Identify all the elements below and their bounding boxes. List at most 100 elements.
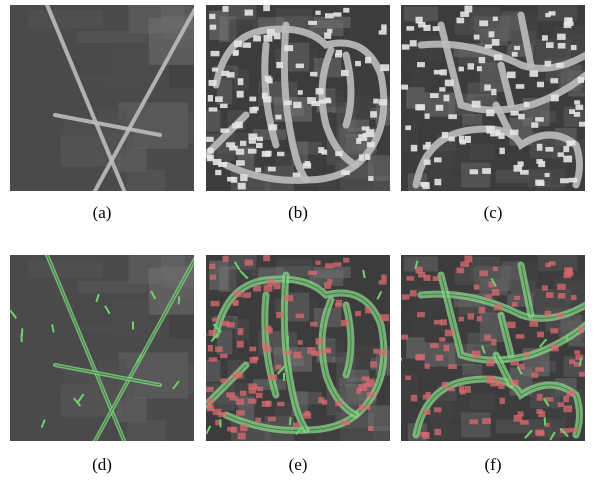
house xyxy=(236,160,245,166)
house xyxy=(488,281,495,288)
detection-segment xyxy=(40,419,46,428)
house xyxy=(514,45,520,51)
house xyxy=(308,20,317,25)
road-outline xyxy=(520,264,532,316)
house xyxy=(368,132,375,138)
house xyxy=(310,71,318,77)
detection-segment xyxy=(104,305,111,315)
house xyxy=(249,346,257,352)
road-outline xyxy=(94,259,194,441)
texture-patch xyxy=(126,419,166,441)
house xyxy=(365,306,372,314)
house xyxy=(335,49,343,55)
panel-caption: (e) xyxy=(289,455,308,474)
texture-patch xyxy=(461,162,491,188)
detection-segment xyxy=(542,397,550,407)
house xyxy=(538,160,546,168)
detection-segment xyxy=(565,333,569,343)
house xyxy=(334,303,342,308)
texture-patch xyxy=(379,127,390,143)
house xyxy=(507,321,516,329)
house xyxy=(220,103,228,109)
house xyxy=(242,42,251,48)
house xyxy=(293,101,302,109)
house xyxy=(341,420,350,425)
house xyxy=(255,142,263,149)
house xyxy=(263,5,270,12)
house xyxy=(247,148,257,154)
house xyxy=(444,329,454,337)
house xyxy=(295,63,304,69)
house xyxy=(292,422,301,428)
house xyxy=(292,172,301,178)
house xyxy=(263,346,272,353)
detection-segment xyxy=(210,332,219,342)
road xyxy=(497,61,515,109)
house xyxy=(229,395,238,401)
house xyxy=(358,154,364,161)
texture-patch xyxy=(223,255,257,270)
house xyxy=(456,267,465,274)
house xyxy=(491,338,497,346)
house xyxy=(208,329,217,336)
house xyxy=(380,64,390,72)
house xyxy=(315,338,324,345)
house xyxy=(557,33,566,40)
image-content xyxy=(10,255,194,441)
house xyxy=(237,328,244,336)
house xyxy=(488,31,495,38)
house xyxy=(366,392,375,398)
house xyxy=(423,159,431,165)
house xyxy=(515,84,525,89)
house xyxy=(208,79,217,86)
texture-patch xyxy=(424,342,456,367)
house xyxy=(248,387,256,394)
texture-patch xyxy=(551,405,568,435)
detection-segment xyxy=(505,378,511,388)
texture-patch xyxy=(309,269,344,286)
house xyxy=(343,257,350,263)
house xyxy=(235,121,243,129)
texture-patch xyxy=(77,280,148,294)
texture-patch xyxy=(206,110,221,132)
house xyxy=(218,161,228,167)
house xyxy=(237,78,244,86)
house xyxy=(370,111,377,118)
house xyxy=(484,294,493,299)
house xyxy=(464,135,471,143)
detection-segment xyxy=(294,425,304,436)
house xyxy=(401,334,408,340)
panel-caption: (d) xyxy=(92,455,112,474)
house xyxy=(267,416,276,422)
house xyxy=(573,361,581,367)
house xyxy=(261,342,268,349)
house xyxy=(545,12,551,18)
house xyxy=(535,117,544,122)
house xyxy=(355,60,361,67)
house xyxy=(255,167,262,173)
texture-patch xyxy=(286,355,304,366)
house xyxy=(215,96,223,103)
house xyxy=(209,263,216,270)
house xyxy=(211,317,219,322)
house xyxy=(248,383,258,390)
house xyxy=(318,397,325,404)
house xyxy=(209,13,216,20)
house xyxy=(368,176,374,181)
house xyxy=(458,316,464,322)
image-panel xyxy=(10,5,194,191)
house xyxy=(536,81,544,88)
road-outline xyxy=(500,314,512,356)
house xyxy=(484,84,491,91)
house xyxy=(295,313,304,319)
house xyxy=(509,129,519,136)
texture-patch xyxy=(461,412,491,438)
house xyxy=(236,90,244,98)
house xyxy=(365,56,372,64)
texture-patch xyxy=(107,60,143,86)
house xyxy=(297,340,303,345)
house xyxy=(283,350,292,356)
house xyxy=(570,44,577,51)
panel-caption: (a) xyxy=(93,203,112,222)
